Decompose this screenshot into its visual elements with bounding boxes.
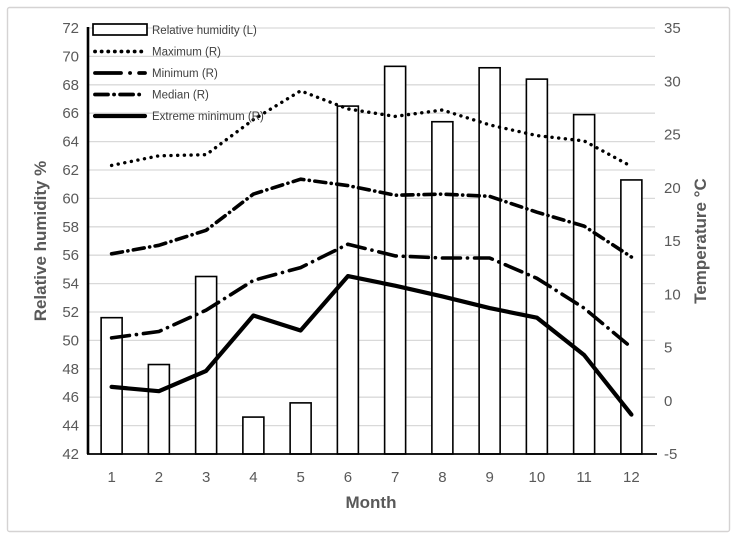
- legend-label: Maximum (R): [152, 47, 221, 59]
- left-axis-tick-label: 64: [62, 134, 79, 151]
- right-axis-tick-label: 15: [664, 233, 681, 250]
- chart-border: [6, 6, 731, 533]
- x-axis-tick-label: 11: [576, 469, 592, 486]
- right-axis-tick-label: 5: [664, 340, 672, 357]
- bar-month-5: [289, 402, 312, 455]
- left-axis-tick-label: 44: [62, 418, 79, 435]
- x-axis-tick-label: 3: [202, 469, 210, 486]
- x-axis-tick-label: 4: [249, 469, 257, 486]
- left-axis-tick-label: 54: [62, 276, 79, 293]
- left-axis-tick-label: 72: [62, 20, 79, 37]
- bar-month-11: [572, 113, 596, 455]
- series-line-median-r: [109, 177, 634, 259]
- x-axis-tick-label: 10: [529, 469, 546, 486]
- x-axis-tick-label: 12: [623, 469, 640, 486]
- tick-labels-group: 42444648505254565860626466687072-5051015…: [62, 20, 680, 486]
- left-axis-tick-label: 56: [62, 247, 79, 264]
- left-axis-tick-label: 68: [62, 77, 79, 94]
- x-axis-tick-label: 6: [344, 469, 352, 486]
- left-axis-tick-label: 66: [62, 105, 79, 122]
- left-axis-tick-label: 48: [62, 361, 79, 378]
- left-axis-tick-label: 60: [62, 190, 79, 207]
- legend-item: Maximum (R): [93, 47, 221, 59]
- right-axis-tick-label: 20: [664, 180, 681, 197]
- right-axis-tick-label: 0: [664, 393, 672, 410]
- right-axis-tick-label: 35: [664, 20, 681, 37]
- right-axis-tick-label: 30: [664, 73, 681, 90]
- legend-label: Median (R): [152, 90, 209, 102]
- x-axis-tick-label: 2: [155, 469, 163, 486]
- right-axis-title: Temperature °C: [691, 178, 710, 304]
- right-axis-tick-label: 10: [664, 286, 681, 303]
- left-axis-title: Relative humidity %: [31, 161, 50, 322]
- series-line-extreme-minimum-r: [109, 274, 634, 417]
- right-axis-tick-label: -5: [664, 446, 677, 463]
- left-axis-tick-label: 42: [62, 446, 79, 463]
- bar-month-4: [242, 416, 265, 455]
- left-axis-tick-label: 50: [62, 332, 79, 349]
- left-axis-tick-label: 62: [62, 162, 79, 179]
- left-axis-tick-label: 46: [62, 389, 79, 406]
- left-axis-tick-label: 52: [62, 304, 79, 321]
- bars-group: [100, 65, 643, 455]
- legend-item: Relative humidity (L): [92, 23, 257, 37]
- x-axis-tick-label: 5: [296, 469, 304, 486]
- series-line-minimum-r: [109, 242, 634, 350]
- legend-item: Extreme minimum (R): [92, 111, 264, 123]
- x-axis-tick-label: 8: [438, 469, 446, 486]
- bar-month-7: [383, 65, 407, 455]
- bar-month-9: [478, 66, 501, 455]
- legend-label: Relative humidity (L): [152, 25, 257, 37]
- legend-bar-swatch: [92, 23, 148, 36]
- axes-group: [86, 27, 657, 455]
- x-axis-tick-label: 1: [107, 469, 115, 486]
- x-axis-tick-label: 9: [485, 469, 493, 486]
- legend-item: Minimum (R): [93, 68, 218, 80]
- legend-item: Median (R): [93, 90, 209, 102]
- x-axis-title: Month: [346, 493, 397, 512]
- left-axis-tick-label: 58: [62, 219, 79, 236]
- bar-month-2: [147, 363, 171, 455]
- bar-month-6: [336, 105, 360, 455]
- gridlines-group: [88, 27, 655, 427]
- series-lines-group: [109, 89, 634, 417]
- legend-label: Extreme minimum (R): [152, 111, 264, 123]
- legend-label: Minimum (R): [152, 68, 218, 80]
- left-axis-tick-label: 70: [62, 48, 79, 65]
- right-axis-tick-label: 25: [664, 127, 681, 144]
- bar-month-8: [431, 120, 454, 455]
- x-axis-tick-label: 7: [391, 469, 399, 486]
- legend-group: Relative humidity (L) Maximum (R) Minimum …: [92, 23, 264, 123]
- series-line-maximum-r: [109, 89, 634, 169]
